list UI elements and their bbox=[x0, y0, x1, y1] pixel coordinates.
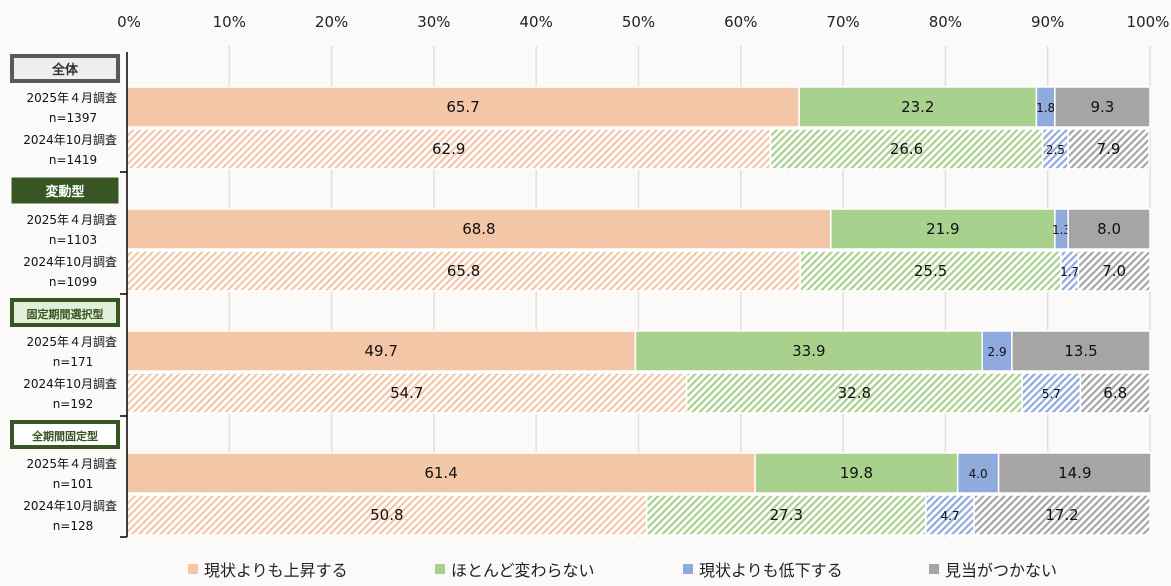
row-survey-label: 2025年４月調査 bbox=[26, 335, 117, 349]
bar-segment bbox=[799, 250, 1062, 292]
bar-segment bbox=[634, 330, 983, 372]
data-label: 23.2 bbox=[901, 98, 934, 116]
data-label: 14.9 bbox=[1058, 464, 1091, 482]
bar-segment bbox=[798, 86, 1038, 128]
bar-segment bbox=[769, 128, 1044, 170]
x-tick-label: 90% bbox=[1031, 13, 1064, 31]
data-label: 13.5 bbox=[1064, 342, 1097, 360]
data-label: 2.9 bbox=[988, 345, 1007, 359]
bar-segment bbox=[1041, 128, 1069, 170]
bar-segment bbox=[1021, 372, 1082, 414]
bar-segment bbox=[1011, 330, 1151, 372]
bar-segment bbox=[1054, 86, 1151, 128]
bar-segment bbox=[1079, 372, 1151, 414]
row-survey-label: 2024年10月調査 bbox=[23, 133, 117, 147]
bar-segment bbox=[754, 452, 959, 494]
data-label: 49.7 bbox=[365, 342, 398, 360]
row-survey-label: 2025年４月調査 bbox=[26, 213, 117, 227]
group-label-box bbox=[10, 420, 120, 449]
data-label: 1.8 bbox=[1036, 101, 1055, 115]
legend-swatch bbox=[435, 564, 445, 574]
data-label: 25.5 bbox=[914, 262, 947, 280]
legend-label: 見当がつかない bbox=[945, 561, 1057, 580]
bar-segment bbox=[956, 452, 1000, 494]
row-n-label: n=128 bbox=[53, 519, 94, 533]
data-label: 68.8 bbox=[462, 220, 495, 238]
group-label-box bbox=[10, 298, 120, 327]
x-tick-label: 50% bbox=[622, 13, 655, 31]
data-label: 54.7 bbox=[390, 384, 423, 402]
x-tick-label: 100% bbox=[1127, 13, 1170, 31]
data-label: 8.0 bbox=[1097, 220, 1121, 238]
data-label: 5.7 bbox=[1042, 387, 1061, 401]
legend-swatch bbox=[683, 564, 693, 574]
data-label: 1.7 bbox=[1060, 265, 1079, 279]
row-n-label: n=1099 bbox=[49, 275, 97, 289]
x-tick-label: 10% bbox=[213, 13, 246, 31]
data-label: 6.8 bbox=[1103, 384, 1127, 402]
data-label: 32.8 bbox=[838, 384, 871, 402]
bar-segment bbox=[1067, 208, 1151, 250]
data-label: 2.5 bbox=[1046, 143, 1065, 157]
bar-segment bbox=[1067, 128, 1150, 170]
legend-label: 現状よりも上昇する bbox=[204, 561, 348, 580]
data-label: 65.8 bbox=[447, 262, 480, 280]
x-tick-label: 20% bbox=[315, 13, 348, 31]
legend-label: 現状よりも低下する bbox=[699, 561, 843, 580]
bar-segment bbox=[997, 452, 1152, 494]
data-label: 26.6 bbox=[890, 140, 923, 158]
row-n-label: n=192 bbox=[53, 397, 94, 411]
data-label: 62.9 bbox=[432, 140, 465, 158]
data-label: 50.8 bbox=[370, 506, 403, 524]
data-label: 21.9 bbox=[926, 220, 959, 238]
data-label: 4.7 bbox=[940, 509, 959, 523]
bar-segment bbox=[1077, 250, 1151, 292]
row-survey-label: 2024年10月調査 bbox=[23, 499, 117, 513]
bar-segment bbox=[126, 250, 801, 292]
data-label: 65.7 bbox=[446, 98, 479, 116]
bar-segment bbox=[685, 372, 1023, 414]
data-label: 7.0 bbox=[1102, 262, 1126, 280]
data-label: 9.3 bbox=[1091, 98, 1115, 116]
bar-segment bbox=[126, 452, 756, 494]
data-label: 1.3 bbox=[1052, 223, 1071, 237]
row-survey-label: 2025年４月調査 bbox=[26, 91, 117, 105]
group-label: 全体 bbox=[51, 62, 79, 78]
legend-swatch bbox=[188, 564, 198, 574]
bar-segment bbox=[645, 494, 927, 536]
row-n-label: n=1103 bbox=[49, 233, 97, 247]
row-survey-label: 2024年10月調査 bbox=[23, 377, 117, 391]
data-label: 19.8 bbox=[840, 464, 873, 482]
data-label: 4.0 bbox=[969, 467, 988, 481]
row-n-label: n=1419 bbox=[49, 153, 97, 167]
x-tick-label: 80% bbox=[929, 13, 962, 31]
data-label: 33.9 bbox=[792, 342, 825, 360]
x-tick-label: 70% bbox=[826, 13, 859, 31]
legend-swatch bbox=[929, 564, 939, 574]
data-label: 61.4 bbox=[424, 464, 457, 482]
row-survey-label: 2024年10月調査 bbox=[23, 255, 117, 269]
x-tick-label: 30% bbox=[417, 13, 450, 31]
group-label-box bbox=[11, 177, 119, 204]
row-n-label: n=171 bbox=[53, 355, 94, 369]
group-label: 変動型 bbox=[45, 184, 84, 200]
data-label: 17.2 bbox=[1045, 506, 1078, 524]
row-survey-label: 2025年４月調査 bbox=[26, 457, 117, 471]
x-tick-label: 60% bbox=[724, 13, 757, 31]
row-n-label: n=101 bbox=[53, 477, 94, 491]
data-label: 27.3 bbox=[770, 506, 803, 524]
group-label: 固定期間選択型 bbox=[27, 307, 104, 321]
x-tick-label: 0% bbox=[117, 13, 141, 31]
data-label: 7.9 bbox=[1097, 140, 1121, 158]
bar-segment bbox=[973, 494, 1151, 536]
bar-segment bbox=[830, 208, 1056, 250]
group-label: 全期間固定型 bbox=[31, 429, 98, 443]
group-label-box bbox=[10, 54, 120, 83]
row-n-label: n=1397 bbox=[49, 111, 97, 125]
x-tick-label: 40% bbox=[520, 13, 553, 31]
legend-label: ほとんど変わらない bbox=[451, 561, 595, 580]
